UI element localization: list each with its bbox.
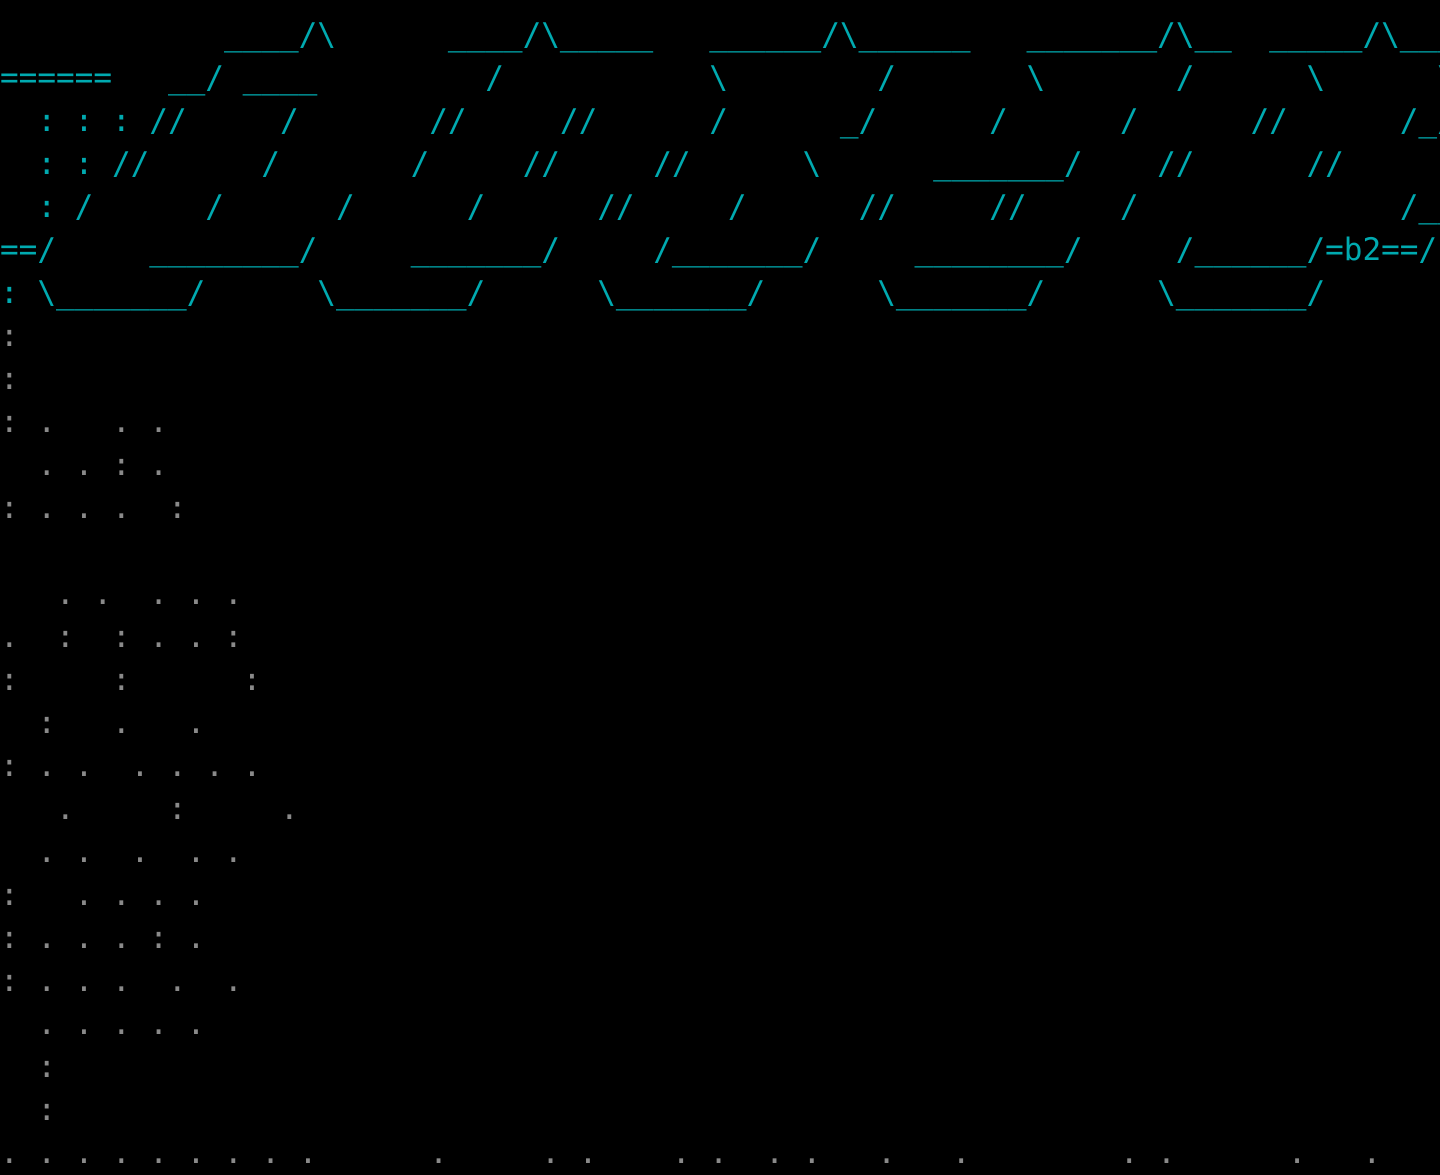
terminal-canvas: : . . . . : : . : . . . — [0, 17, 1440, 1171]
halftone-dot-field: : . . . . : : . : . . . — [0, 318, 1382, 1171]
ascii-banner-art: ____/\ ____/\_____ ______/\______ ______… — [0, 17, 1440, 311]
signature-b2: b2 — [1343, 232, 1382, 268]
